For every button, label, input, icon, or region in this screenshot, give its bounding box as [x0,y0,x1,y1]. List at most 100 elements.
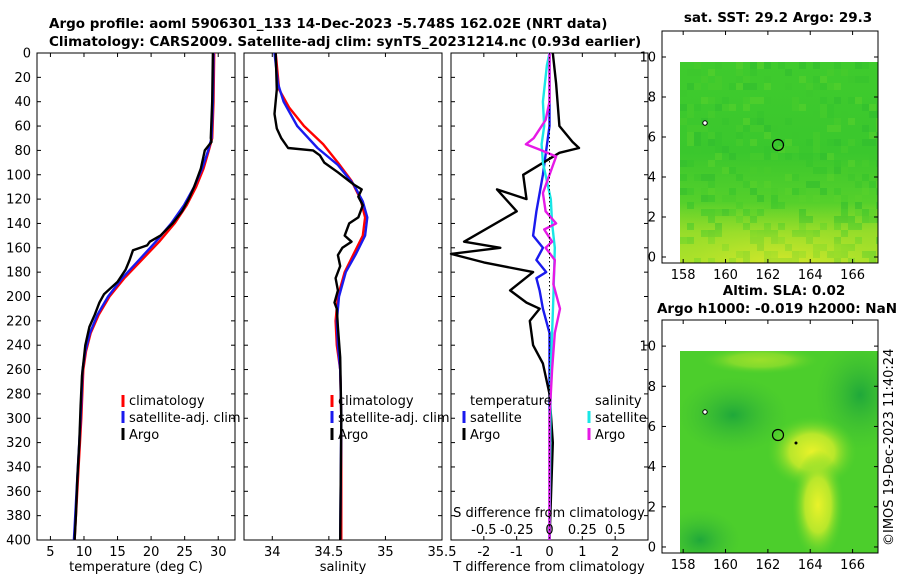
sst-pixel [869,174,876,181]
sst-pixel [715,139,722,146]
sst-pixel [799,188,806,195]
map-y-label: 10 [639,340,656,355]
sst-pixel [834,167,841,174]
sst-pixel [820,153,827,160]
sst-pixel [694,139,701,146]
sst-pixel [813,167,820,174]
series-satellite-adj-clim [72,52,215,541]
sst-pixel [743,181,750,188]
sst-pixel [841,167,848,174]
sst-pixel [869,181,876,188]
sst-pixel [722,104,729,111]
sst-pixel [722,118,729,125]
sst-pixel [820,104,827,111]
temperature-xlabel: temperature (deg C) [69,560,203,575]
sst-pixel [708,132,715,139]
sst-pixel [743,125,750,132]
legend-salinity-title: salinity [595,394,642,409]
map-x-label: 162 [755,268,780,283]
sst-pixel [806,90,813,97]
map-y-label: 0 [648,540,656,555]
difference-legend: temperature satellite Argo salinity sate… [462,394,647,443]
x-tick-label: 2 [611,545,619,560]
s-tick-label: 0 [545,523,553,538]
map-x-label: 158 [671,558,696,573]
sst-pixel [827,139,834,146]
sst-pixel [680,160,687,167]
sst-pixel [848,174,855,181]
sst-pixel [806,160,813,167]
sst-pixel [736,174,743,181]
legend-argo: Argo [129,428,159,443]
depth-tick-label: 260 [6,363,31,378]
sst-pixel [862,104,869,111]
s-tick-label: -0.25 [500,523,534,538]
sst-map-frame [661,30,879,264]
sst-pixel [764,83,771,90]
sst-pixel [750,97,757,104]
sst-pixel [722,97,729,104]
sst-pixel [764,76,771,83]
sst-pixel [743,104,750,111]
sst-pixel [687,139,694,146]
argo-position-marker [771,428,785,442]
sst-warm-band [680,195,878,263]
sst-pixel [694,132,701,139]
island-marker [794,441,798,445]
sst-pixel [771,153,778,160]
x-tick-label: 35.5 [428,545,457,560]
x-tick-label: 35 [377,545,394,560]
map-x-label: 158 [671,268,696,283]
sst-pixel [820,97,827,104]
s-tick-label: 0.5 [605,523,626,538]
depth-axis: 0 20 40 60 80 100 120 140 160 180 200 220 240 260 280 3… [6,47,31,549]
sst-pixel [750,188,757,195]
x-tick-label: 10 [76,545,93,560]
sst-pixel [694,146,701,153]
sst-pixel [813,181,820,188]
sla-map-frame [661,319,879,554]
series-t-satellite [531,53,551,540]
series-climatology [274,52,367,540]
sst-pixel [708,83,715,90]
legend-t-argo: Argo [470,428,500,443]
x-tick-label: -2 [477,545,490,560]
map-y-label: 10 [639,51,656,66]
sst-pixel [820,76,827,83]
sst-pixel [869,104,876,111]
sst-pixel [862,125,869,132]
x-tick-label: 34.5 [314,545,343,560]
sst-pixel [862,160,869,167]
sla-warm-eddy [700,351,820,374]
sst-pixel [750,139,757,146]
depth-tick-label: 180 [6,266,31,281]
sst-pixel [694,125,701,132]
sst-pixel [799,76,806,83]
map-x-label: 162 [755,558,780,573]
sst-pixel [848,160,855,167]
depth-tick-label: 380 [6,509,31,524]
sst-pixel [708,181,715,188]
sst-pixel [869,111,876,118]
sst-pixel [827,153,834,160]
sst-pixel [757,125,764,132]
sla-map: 158 160 162 164 166 0 2 4 6 8 10 [639,319,879,573]
sst-pixel [827,174,834,181]
x-tick-label: -1 [510,545,523,560]
difference-plot: -2 -1 0 1 2 -0.5 -0.25 0 0.25 0.5 [449,52,648,560]
map-y-label: 0 [648,251,656,266]
sst-pixel [701,97,708,104]
depth-tick-label: 220 [6,314,31,329]
s-tick-label: 0.25 [568,523,597,538]
tdiff-xlabel: T difference from climatology [452,560,645,575]
sst-pixel [820,111,827,118]
sst-pixel [813,132,820,139]
map-y-label: 4 [648,460,656,475]
sst-pixel [848,97,855,104]
sst-pixel [729,167,736,174]
series-climatology [73,52,216,541]
depth-tick-label: 320 [6,436,31,451]
sst-pixel [757,111,764,118]
sst-pixel [687,132,694,139]
sst-pixel [680,118,687,125]
